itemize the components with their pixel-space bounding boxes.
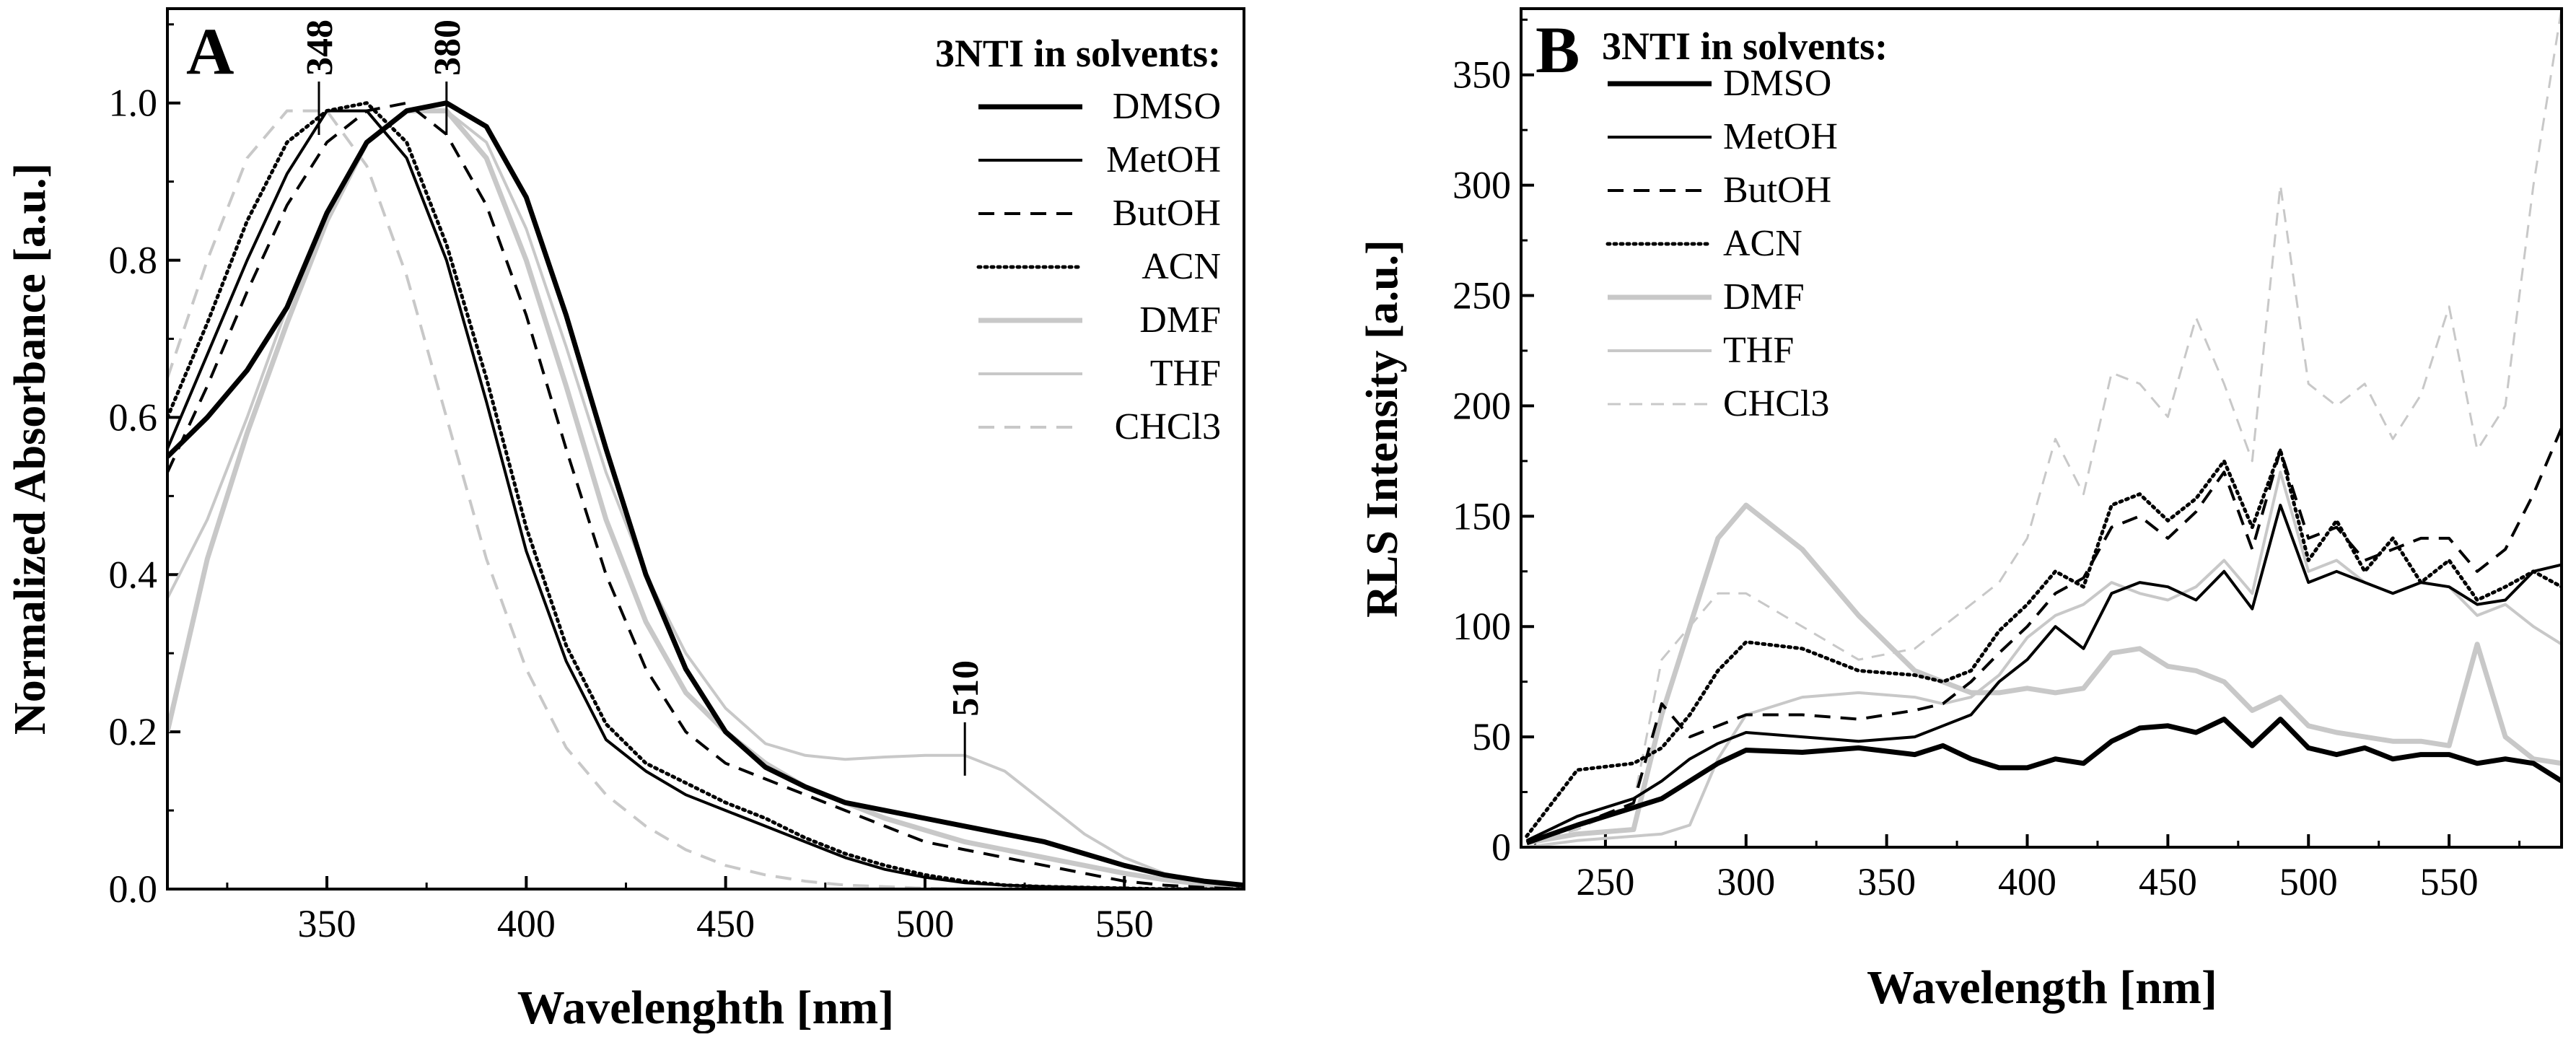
panel-a-legend: DMSO MetOH ButOH ACN DMF THF CHCl3 [976,86,1221,447]
b-x-tick-label: 300 [1717,860,1775,903]
a-y-tick-label: 0.4 [109,553,158,596]
a-series-line-thf [167,109,1244,887]
b-series-line-dmf [1526,502,2562,846]
a-x-tick-label: 550 [1095,902,1154,945]
a-annotation-label: 380 [427,19,468,76]
a-legend-label-butoh: ButOH [1113,193,1221,234]
panel-b-series-group [1525,9,2562,847]
a-series-line-butoh [167,101,1244,889]
panel-a-ticks: 350 400 450 500 550 0.0 0.2 0.4 0.6 0.8 1.0 [109,23,1225,945]
a-legend-label-dmf: DMF [1139,299,1221,341]
b-x-tick-label: 250 [1576,860,1634,903]
a-annotation-label: 510 [945,660,986,717]
b-y-tick-label: 300 [1453,164,1511,207]
b-x-tick-label: 400 [1998,860,2056,903]
a-series-line-dmf [167,108,1244,889]
b-series-line-metoh [1525,504,2562,842]
a-y-tick-label: 0.0 [109,867,158,911]
a-legend-label-thf: THF [1150,353,1221,394]
b-legend-label-metoh: MetOH [1723,116,1838,157]
b-legend-label-thf: THF [1723,330,1794,371]
b-x-tick-label: 350 [1857,860,1916,903]
panel-b-legend-title: 3NTI in solvents: [1602,25,1888,68]
a-x-tick-label: 500 [895,902,954,945]
b-y-tick-label: 0 [1491,826,1511,869]
a-legend-label-chcl3: CHCl3 [1115,406,1221,447]
a-annotation-label: 348 [299,19,341,76]
panel-a-label: A [186,14,234,88]
a-series-line-chcl3 [167,109,1244,889]
b-y-tick-label: 100 [1453,605,1511,648]
panel-b: 250 300 350 400 450 500 550 0 50 100 150 200 250 300 3… [1358,7,2563,1014]
a-y-tick-label: 1.0 [109,82,158,125]
b-series-line-chcl3 [1526,9,2562,844]
b-legend-label-dmf: DMF [1723,276,1805,318]
b-series-line-dmso [1525,717,2562,846]
panel-a-series-group [167,100,1244,889]
b-series-line-acn [1525,448,2562,839]
panel-a: 350 400 450 500 550 0.0 0.2 0.4 0.6 0.8 1.0 348 380… [6,7,1245,1034]
a-series-line-acn [167,101,1244,889]
a-y-tick-label: 0.6 [109,395,158,439]
b-x-tick-label: 550 [2420,860,2479,903]
a-x-tick-label: 450 [696,902,755,945]
panel-b-y-axis-label: RLS Intensity [a.u.] [1358,240,1407,618]
panel-b-legend: DMSO MetOH ButOH ACN DMF THF CHCl3 [1605,63,1838,424]
panel-a-frame [166,7,1245,891]
b-y-tick-label: 350 [1453,53,1511,97]
b-x-tick-label: 450 [2139,860,2197,903]
b-y-tick-label: 250 [1453,274,1511,318]
b-y-tick-label: 50 [1472,715,1511,758]
b-y-tick-label: 150 [1453,494,1511,538]
a-series-line-metoh [167,109,1244,889]
a-legend-label-acn: ACN [1142,246,1221,287]
panel-a-y-axis-label: Normalized Absorbance [a.u.] [6,163,55,735]
b-x-tick-label: 500 [2279,860,2338,903]
b-legend-label-dmso: DMSO [1723,63,1831,104]
b-legend-label-butoh: ButOH [1723,170,1831,211]
a-y-tick-label: 0.8 [109,239,158,282]
panel-a-x-axis-label: Wavelenghth [nm] [517,981,895,1033]
a-x-tick-label: 350 [298,902,356,945]
a-series-line-dmso [167,100,1244,888]
panel-a-annotations: 348 380 510 [299,19,986,776]
panel-b-label: B [1535,13,1580,87]
b-series-line-butoh [1526,427,2562,844]
panel-a-legend-title: 3NTI in solvents: [935,32,1221,75]
panel-b-ticks: 250 300 350 400 450 500 550 0 50 100 150 200 250 300 3… [1453,18,2521,903]
panel-b-frame [1520,7,2563,849]
panel-b-x-axis-label: Wavelength [nm] [1867,961,2217,1014]
a-y-tick-label: 0.2 [109,710,158,753]
a-x-tick-label: 400 [497,902,556,945]
a-legend-label-dmso: DMSO [1113,86,1221,127]
b-legend-label-chcl3: CHCl3 [1723,383,1829,424]
b-series-line-thf [1526,471,2562,847]
b-legend-label-acn: ACN [1723,223,1802,264]
a-legend-label-metoh: MetOH [1106,139,1221,180]
b-y-tick-label: 200 [1453,384,1511,427]
